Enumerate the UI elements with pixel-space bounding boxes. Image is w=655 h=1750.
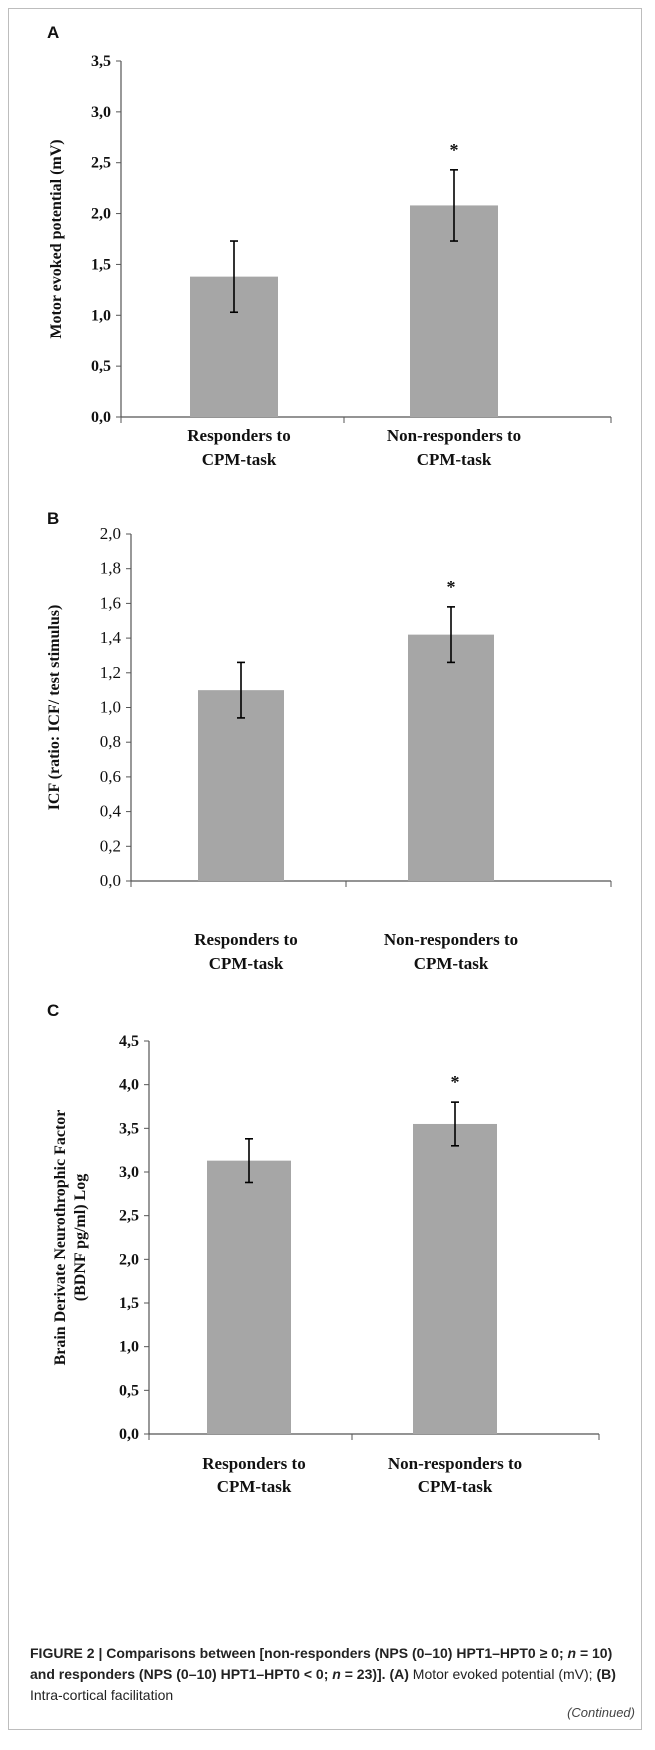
y-tick-label: 3,5 [91, 53, 111, 70]
bar [408, 634, 494, 881]
caption-b-tag: (B) [596, 1666, 616, 1682]
category-label: Non-responders to [387, 426, 521, 445]
category-label: CPM-task [202, 450, 277, 469]
y-tick-label: 3,5 [119, 1120, 139, 1137]
y-axis-title: Motor evoked potential (mV) [48, 139, 65, 338]
caption-continued: (Continued) [567, 1705, 635, 1720]
category-label: Responders to [194, 930, 297, 949]
category-label: CPM-task [418, 1477, 493, 1496]
y-tick-label: 1,0 [91, 307, 111, 324]
bar [198, 690, 284, 881]
bar [207, 1160, 291, 1434]
y-axis-title: Brain Derivate Neurothrophic Factor (BDNF… [52, 1110, 89, 1366]
category-label: Responders to [202, 1454, 305, 1473]
category-label: Non-responders to [384, 930, 518, 949]
figure-caption: FIGURE 2 | Comparisons between [non-resp… [30, 1643, 630, 1706]
figure-label: FIGURE 2 | [30, 1645, 107, 1661]
y-tick-label: 0,5 [119, 1382, 139, 1399]
y-tick-label: 4,0 [119, 1077, 139, 1094]
y-axis-title: ICF (ratio: ICF/ test stimulus) [46, 605, 63, 811]
chart-c: 0,0 0,5 1,0 1,5 2,0 2,5 3,0 3,5 4,0 4,5 Responders… [52, 1033, 600, 1496]
significance-marker: * [447, 577, 456, 597]
y-tick-label: 2,0 [119, 1251, 139, 1268]
y-tick-label: 0,0 [91, 409, 111, 426]
panel-b: B 0,0 0,2 0,4 0,6 0,8 1,0 1,2 1,4 1,6 1,8 2,0 Respo… [9, 509, 641, 989]
panel-c-letter: C [47, 1001, 60, 1020]
y-tick-label: 2,0 [91, 206, 111, 223]
y-tick-label: 1,2 [100, 663, 121, 682]
figure-frame: A 0,0 0,5 1,0 1,5 2,0 2,5 3,0 3,5 Responders to C… [8, 8, 642, 1730]
y-tick-label: 3,0 [91, 104, 111, 121]
category-label: CPM-task [414, 954, 489, 973]
significance-marker: * [450, 140, 459, 160]
category-label: Non-responders to [388, 1454, 522, 1473]
y-tick-label: 2,5 [91, 155, 111, 172]
category-label: Responders to [187, 426, 290, 445]
caption-title: Comparisons between [non-responders (NPS… [106, 1645, 568, 1661]
y-tick-label: 2,0 [100, 524, 121, 543]
y-axis-title-line: Brain Derivate Neurothrophic Factor [52, 1110, 69, 1366]
y-tick-label: 0,8 [100, 732, 121, 751]
y-tick-label: 1,8 [100, 559, 121, 578]
caption-a-tag: (A) [389, 1666, 409, 1682]
y-tick-label: 1,4 [100, 628, 122, 647]
y-axis-title-line: (BDNF pg/ml) Log [72, 1174, 89, 1301]
caption-n1-value: = 10) and responders (NPS (0–10) HPT1–HP… [30, 1645, 613, 1682]
panel-a-letter: A [47, 23, 60, 42]
y-tick-label: 0,2 [100, 836, 121, 855]
caption-a-text: Motor evoked potential (mV); [408, 1666, 597, 1682]
y-tick-label: 3,0 [119, 1164, 139, 1181]
caption-n2-label: n [332, 1666, 341, 1682]
y-tick-label: 0,0 [100, 871, 121, 890]
panel-a: A 0,0 0,5 1,0 1,5 2,0 2,5 3,0 3,5 Responders to C… [9, 9, 641, 509]
y-tick-label: 0,6 [100, 767, 121, 786]
y-tick-label: 0,5 [91, 358, 111, 375]
y-tick-label: 0,4 [100, 802, 122, 821]
y-tick-label: 1,0 [119, 1339, 139, 1356]
category-label: CPM-task [417, 450, 492, 469]
caption-n1-label: n [567, 1645, 577, 1661]
y-tick-label: 0,0 [119, 1426, 139, 1443]
panel-b-letter: B [47, 509, 60, 528]
chart-b: 0,0 0,2 0,4 0,6 0,8 1,0 1,2 1,4 1,6 1,8 2,0 Respond… [46, 524, 612, 973]
panel-c: C 0,0 0,5 1,0 1,5 2,0 2,5 3,0 3,5 4,0 4,5 Responde… [9, 989, 641, 1649]
y-tick-label: 1,5 [119, 1295, 139, 1312]
y-tick-label: 2,5 [119, 1208, 139, 1225]
y-tick-label: 1,0 [100, 698, 121, 717]
y-tick-label: 4,5 [119, 1033, 139, 1050]
category-label: CPM-task [217, 1477, 292, 1496]
y-tick-label: 1,6 [100, 593, 121, 612]
category-label: CPM-task [209, 954, 284, 973]
bar [413, 1123, 497, 1434]
significance-marker: * [451, 1072, 460, 1092]
caption-b-text: Intra-cortical facilitation [30, 1687, 174, 1703]
caption-n2-value: = 23)]. [340, 1666, 390, 1682]
y-tick-label: 1,5 [91, 256, 111, 273]
chart-a: 0,0 0,5 1,0 1,5 2,0 2,5 3,0 3,5 Responders to CPM… [48, 53, 612, 469]
